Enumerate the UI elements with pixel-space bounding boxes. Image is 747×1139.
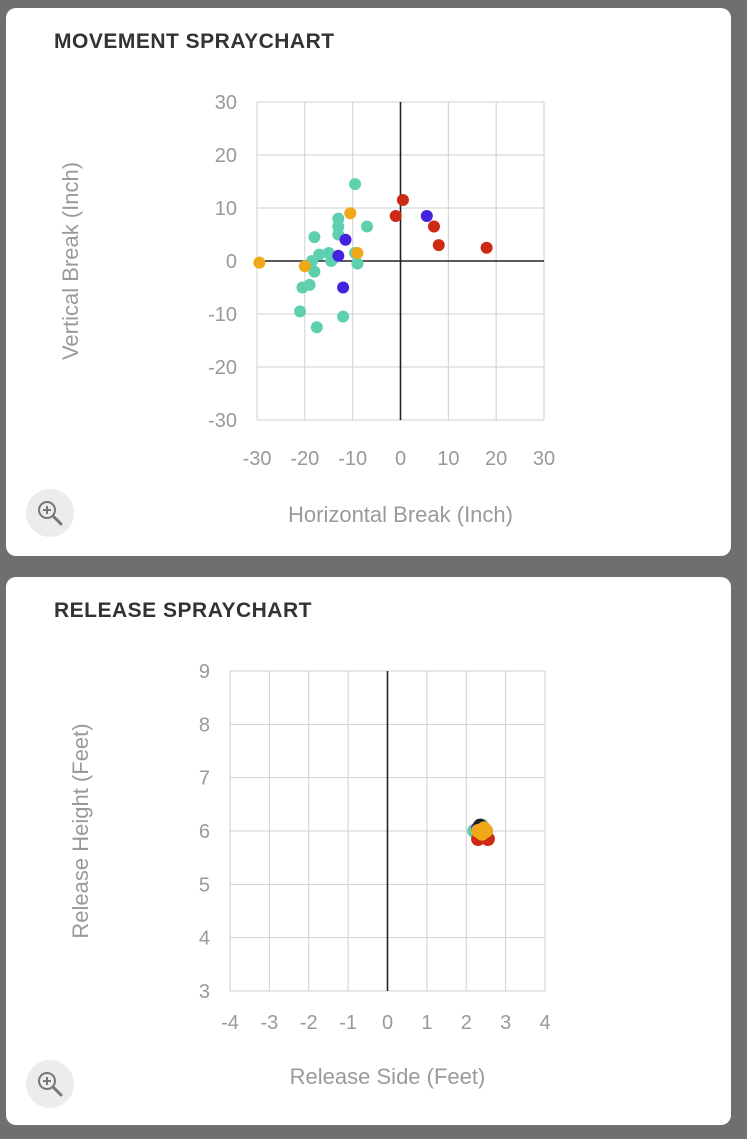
data-point xyxy=(420,209,433,222)
movement-spraychart-card: MOVEMENT SPRAYCHART -30 -20 -10 0 10 20 30 30 20… xyxy=(6,8,731,556)
x-tick-label: -3 xyxy=(260,1012,278,1034)
y-axis-label: Vertical Break (Inch) xyxy=(58,162,83,360)
data-point xyxy=(332,249,345,262)
zoom-in-icon xyxy=(38,1072,63,1097)
y-axis-label: Release Height (Feet) xyxy=(68,723,93,938)
data-point xyxy=(308,231,321,244)
data-point xyxy=(427,220,440,233)
movement-scatter-chart: -30 -20 -10 0 10 20 30 30 20 10 0 -10 -20 -30 Horizont… xyxy=(58,92,555,527)
x-axis-label: Release Side (Feet) xyxy=(290,1064,486,1089)
release-spraychart-card: RELEASE SPRAYCHART -4 -3 -2 -1 0 1 2 3 4 9 8 7 6 5 4 3 R… xyxy=(6,577,731,1125)
release-scatter-chart: -4 -3 -2 -1 0 1 2 3 4 9 8 7 6 5 4 3 Release Side (Feet) R… xyxy=(68,661,551,1089)
data-point xyxy=(344,207,357,220)
data-point xyxy=(351,257,364,270)
y-tick-label: 0 xyxy=(226,251,237,273)
x-tick-label: -10 xyxy=(338,448,367,470)
x-tick-label: 10 xyxy=(437,448,459,470)
y-tick-label: 6 xyxy=(199,821,210,843)
y-tick-label: -10 xyxy=(208,304,237,326)
y-tick-label: 7 xyxy=(199,768,210,790)
data-point xyxy=(296,281,309,294)
y-tick-label: 5 xyxy=(199,874,210,896)
data-point xyxy=(308,265,321,278)
x-tick-label: -30 xyxy=(243,448,272,470)
x-tick-label: 4 xyxy=(539,1012,550,1034)
x-tick-label: 1 xyxy=(421,1012,432,1034)
x-tick-label: -1 xyxy=(339,1012,357,1034)
data-point xyxy=(389,209,402,222)
x-tick-label: 20 xyxy=(485,448,507,470)
movement-chart-title: MOVEMENT SPRAYCHART xyxy=(54,30,335,53)
data-point xyxy=(253,256,266,269)
y-tick-label: 20 xyxy=(215,145,237,167)
data-point xyxy=(337,281,350,294)
x-tick-label: -4 xyxy=(221,1012,239,1034)
y-tick-label: 10 xyxy=(215,198,237,220)
data-point xyxy=(298,260,311,273)
x-tick-label: 0 xyxy=(382,1012,393,1034)
data-point xyxy=(339,233,352,246)
x-tick-label: 2 xyxy=(461,1012,472,1034)
y-tick-label: -20 xyxy=(208,357,237,379)
data-point xyxy=(337,310,350,323)
y-tick-label: -30 xyxy=(208,410,237,432)
y-tick-label: 30 xyxy=(215,92,237,114)
x-tick-label: 0 xyxy=(395,448,406,470)
data-point xyxy=(475,826,489,841)
x-tick-label: 30 xyxy=(533,448,555,470)
data-point xyxy=(310,321,323,334)
y-tick-label: 3 xyxy=(199,981,210,1003)
zoom-in-button[interactable] xyxy=(26,489,74,537)
x-tick-label: -20 xyxy=(290,448,319,470)
zoom-in-button[interactable] xyxy=(26,1060,74,1108)
x-tick-label: -2 xyxy=(300,1012,318,1034)
x-axis-label: Horizontal Break (Inch) xyxy=(288,502,513,527)
data-point xyxy=(432,239,445,252)
data-point xyxy=(349,178,362,191)
y-tick-label: 4 xyxy=(199,928,210,950)
zoom-in-icon xyxy=(38,501,63,526)
data-point xyxy=(351,247,364,260)
y-tick-label: 9 xyxy=(199,661,210,683)
y-tick-label: 8 xyxy=(199,714,210,736)
data-point xyxy=(361,220,374,233)
data-point xyxy=(480,241,493,254)
data-point xyxy=(294,305,307,318)
release-chart-title: RELEASE SPRAYCHART xyxy=(54,599,312,622)
x-tick-label: 3 xyxy=(500,1012,511,1034)
data-point xyxy=(396,194,409,207)
